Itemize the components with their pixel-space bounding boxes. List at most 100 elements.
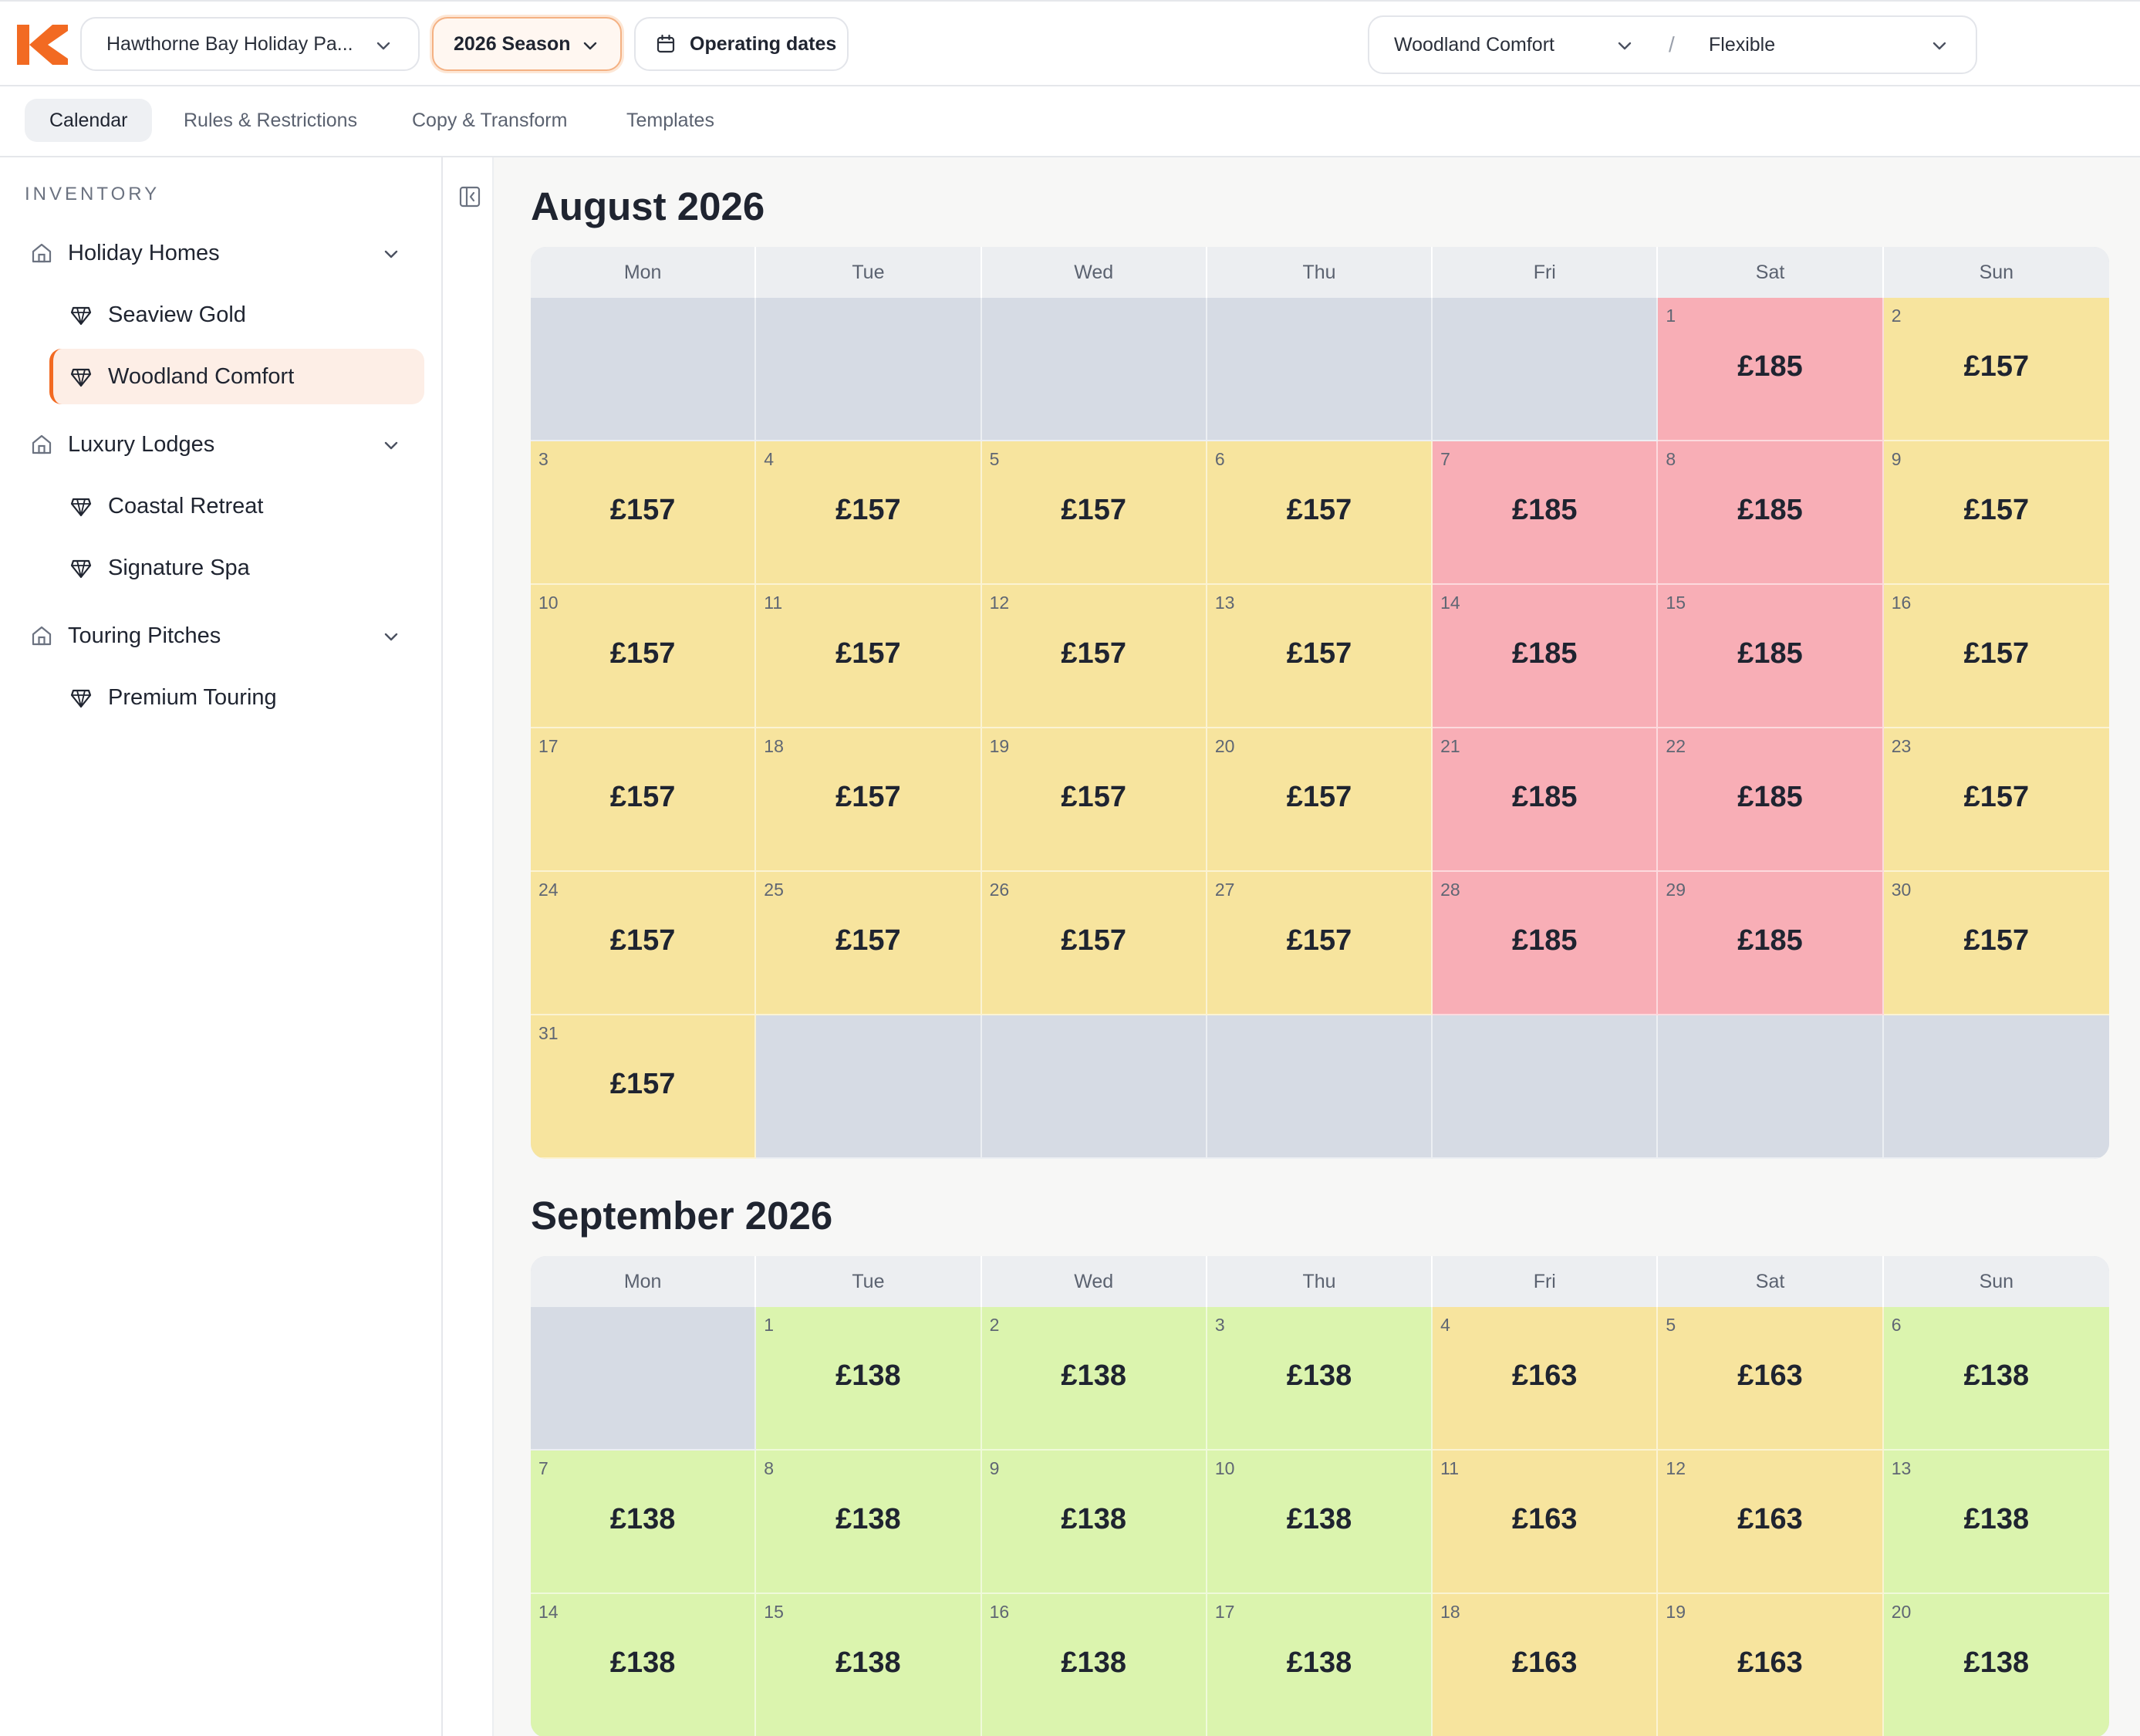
park-selector[interactable]: Hawthorne Bay Holiday Pa... bbox=[80, 17, 420, 71]
calendar-day-cell[interactable]: 4 £157 bbox=[756, 441, 982, 585]
tab-rules-restrictions[interactable]: Rules & Restrictions bbox=[184, 110, 358, 131]
calendar-day-cell[interactable]: 14 £138 bbox=[531, 1594, 757, 1736]
sidebar-item-seaview-gold[interactable]: Seaview Gold bbox=[49, 287, 424, 343]
calendar-day-cell[interactable]: 20 £138 bbox=[1883, 1594, 2109, 1736]
calendar-day-cell[interactable]: 21 £185 bbox=[1433, 728, 1659, 872]
rate-plan-select-value[interactable]: Flexible bbox=[1709, 34, 1776, 56]
home-icon bbox=[32, 243, 52, 263]
day-price: £185 bbox=[1737, 494, 1803, 526]
chevron-down-icon[interactable] bbox=[383, 245, 400, 262]
calendar-day-cell[interactable]: 13 £157 bbox=[1207, 585, 1433, 728]
calendar-day-cell[interactable]: 5 £163 bbox=[1658, 1307, 1884, 1451]
day-number: 3 bbox=[538, 449, 549, 469]
calendar-day-cell[interactable]: 9 £138 bbox=[981, 1451, 1207, 1594]
sidebar-item-woodland-comfort[interactable]: Woodland Comfort bbox=[49, 349, 424, 404]
tab-calendar[interactable]: Calendar bbox=[25, 99, 153, 142]
calendar-day-cell[interactable]: 25 £157 bbox=[756, 872, 982, 1015]
calendar-day-cell[interactable]: 4 £163 bbox=[1433, 1307, 1659, 1451]
calendar-day-cell[interactable]: 13 £138 bbox=[1883, 1451, 2109, 1594]
day-number: 5 bbox=[1666, 1315, 1676, 1335]
day-number: 13 bbox=[1214, 593, 1235, 613]
calendar-day-cell[interactable]: 10 £157 bbox=[531, 585, 757, 728]
calendar-day-cell[interactable]: 17 £138 bbox=[1207, 1594, 1433, 1736]
day-price: £157 bbox=[1286, 781, 1352, 813]
calendar-day-cell[interactable]: 18 £163 bbox=[1433, 1594, 1659, 1736]
calendar-day-cell[interactable]: 20 £157 bbox=[1207, 728, 1433, 872]
calendar-day-cell[interactable]: 7 £138 bbox=[531, 1451, 757, 1594]
chevron-down-icon[interactable] bbox=[1616, 37, 1633, 54]
calendar-day-cell[interactable]: 3 £157 bbox=[531, 441, 757, 585]
day-price: £157 bbox=[1963, 350, 2030, 383]
day-price: £138 bbox=[835, 1359, 901, 1392]
calendar-day-cell[interactable]: 16 £157 bbox=[1883, 585, 2109, 728]
day-number: 26 bbox=[989, 880, 1010, 900]
calendar-day-cell[interactable]: 2 £157 bbox=[1883, 298, 2109, 441]
weekday-label: Mon bbox=[531, 247, 757, 298]
calendar-day-cell[interactable]: 12 £163 bbox=[1658, 1451, 1884, 1594]
calendar-day-cell[interactable]: 3 £138 bbox=[1207, 1307, 1433, 1451]
calendar-day-cell[interactable]: 6 £138 bbox=[1883, 1307, 2109, 1451]
calendar-day-cell[interactable]: 9 £157 bbox=[1883, 441, 2109, 585]
calendar-day-cell[interactable]: 1 £185 bbox=[1658, 298, 1884, 441]
group-luxury-lodges[interactable]: Luxury Lodges bbox=[25, 421, 418, 468]
calendar-day-cell[interactable]: 11 £157 bbox=[756, 585, 982, 728]
sidebar-item-label: Signature Spa bbox=[108, 555, 250, 580]
calendar-day-cell[interactable]: 8 £185 bbox=[1658, 441, 1884, 585]
calendar-day-cell[interactable]: 26 £157 bbox=[981, 872, 1207, 1015]
calendar-day-cell[interactable]: 30 £157 bbox=[1883, 872, 2109, 1015]
day-price: £185 bbox=[1737, 781, 1803, 813]
weekday-label: Thu bbox=[1207, 247, 1433, 298]
day-number: 11 bbox=[1440, 1458, 1460, 1478]
collapse-sidebar-icon[interactable] bbox=[458, 185, 481, 208]
chevron-down-icon[interactable] bbox=[383, 437, 400, 454]
calendar-day-cell[interactable]: 18 £157 bbox=[756, 728, 982, 872]
day-price: £157 bbox=[1963, 781, 2030, 813]
sidebar-item-label: Seaview Gold bbox=[108, 302, 246, 327]
calendar-day-cell[interactable]: 27 £157 bbox=[1207, 872, 1433, 1015]
tab-copy-transform[interactable]: Copy & Transform bbox=[412, 110, 568, 131]
calendar-day-cell[interactable]: 8 £138 bbox=[756, 1451, 982, 1594]
calendar-day-cell[interactable]: 14 £185 bbox=[1433, 585, 1659, 728]
calendar-cell-closed bbox=[1658, 1015, 1884, 1159]
season-selector-label: 2026 Season bbox=[454, 32, 571, 55]
calendar-day-cell[interactable]: 1 £138 bbox=[756, 1307, 982, 1451]
calendar-day-cell[interactable]: 15 £185 bbox=[1658, 585, 1884, 728]
brand-logo-icon[interactable] bbox=[17, 25, 68, 65]
gem-icon bbox=[70, 306, 92, 326]
group-holiday-homes[interactable]: Holiday Homes bbox=[25, 230, 418, 276]
home-icon bbox=[32, 434, 52, 454]
calendar-day-cell[interactable]: 11 £163 bbox=[1433, 1451, 1659, 1594]
sidebar-item-premium-touring[interactable]: Premium Touring bbox=[49, 670, 424, 725]
day-price: £157 bbox=[835, 494, 901, 526]
calendar-day-cell[interactable]: 10 £138 bbox=[1207, 1451, 1433, 1594]
calendar-day-cell[interactable]: 22 £185 bbox=[1658, 728, 1884, 872]
day-price: £185 bbox=[1737, 350, 1803, 383]
sidebar-item-signature-spa[interactable]: Signature Spa bbox=[49, 540, 424, 596]
unit-select-value[interactable]: Woodland Comfort bbox=[1394, 34, 1554, 56]
chevron-down-icon[interactable] bbox=[383, 628, 400, 645]
calendar-day-cell[interactable]: 5 £157 bbox=[981, 441, 1207, 585]
calendar-day-cell[interactable]: 24 £157 bbox=[531, 872, 757, 1015]
calendar-day-cell[interactable]: 6 £157 bbox=[1207, 441, 1433, 585]
calendar-cell-closed bbox=[981, 298, 1207, 441]
calendar-day-cell[interactable]: 17 £157 bbox=[531, 728, 757, 872]
calendar-day-cell[interactable]: 15 £138 bbox=[756, 1594, 982, 1736]
calendar-day-cell[interactable]: 19 £157 bbox=[981, 728, 1207, 872]
month-calendar-september: Mon Tue Wed Thu Fri Sat Sun 1 £138 2 £138 3 £… bbox=[531, 1256, 2109, 1736]
calendar-day-cell[interactable]: 19 £163 bbox=[1658, 1594, 1884, 1736]
weekday-label: Tue bbox=[756, 1256, 982, 1307]
calendar-day-cell[interactable]: 23 £157 bbox=[1883, 728, 2109, 872]
calendar-day-cell[interactable]: 16 £138 bbox=[981, 1594, 1207, 1736]
calendar-day-cell[interactable]: 7 £185 bbox=[1433, 441, 1659, 585]
group-touring-pitches[interactable]: Touring Pitches bbox=[25, 613, 418, 659]
season-selector[interactable]: 2026 Season bbox=[432, 17, 622, 71]
sidebar-item-coastal-retreat[interactable]: Coastal Retreat bbox=[49, 478, 424, 534]
calendar-day-cell[interactable]: 29 £185 bbox=[1658, 872, 1884, 1015]
operating-dates-button[interactable]: Operating dates bbox=[634, 17, 849, 71]
calendar-day-cell[interactable]: 12 £157 bbox=[981, 585, 1207, 728]
calendar-day-cell[interactable]: 2 £138 bbox=[981, 1307, 1207, 1451]
calendar-day-cell[interactable]: 28 £185 bbox=[1433, 872, 1659, 1015]
tab-templates[interactable]: Templates bbox=[626, 110, 714, 131]
calendar-day-cell[interactable]: 31 £157 bbox=[531, 1015, 757, 1159]
chevron-down-icon[interactable] bbox=[1931, 37, 1948, 54]
